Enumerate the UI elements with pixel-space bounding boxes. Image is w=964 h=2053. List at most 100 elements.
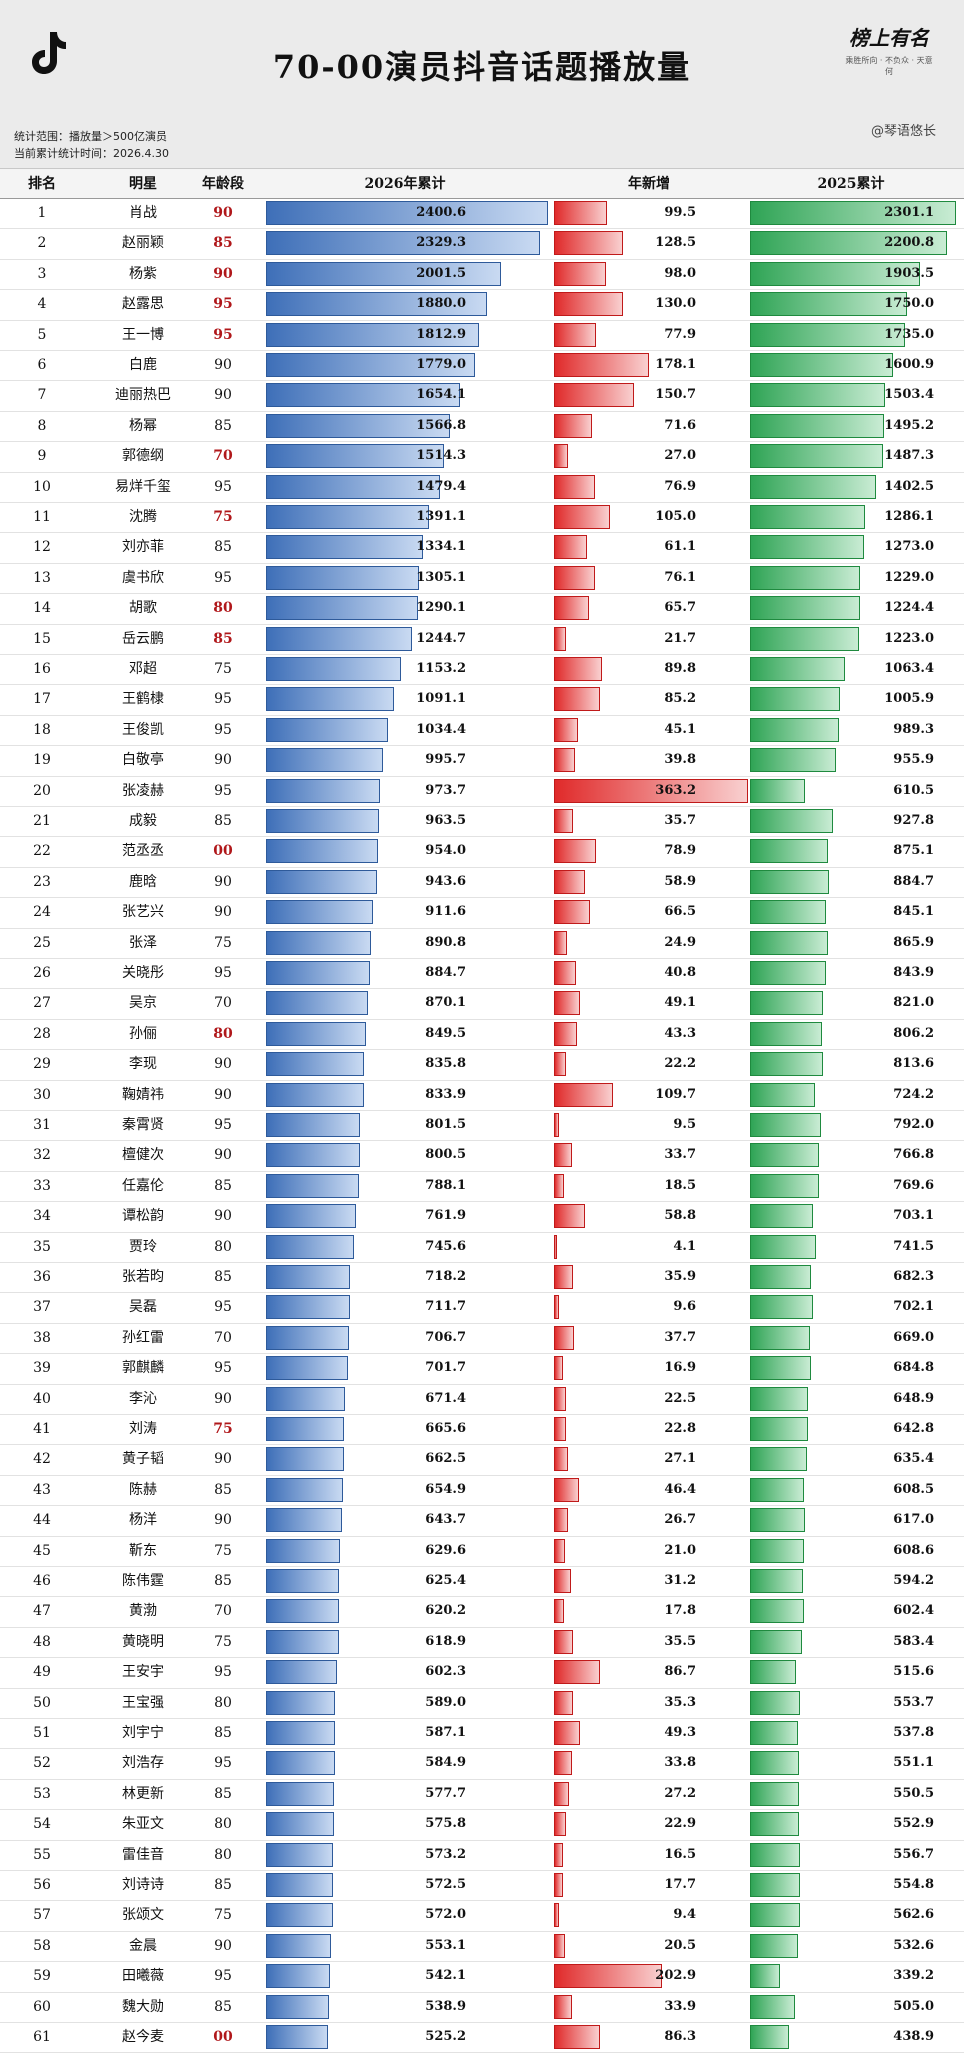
- bar-new: [554, 535, 587, 560]
- label-cum2026: 629.6: [425, 1542, 466, 1558]
- age-cell: 85: [214, 417, 232, 434]
- age-cell: 90: [214, 1390, 232, 1407]
- name-cell: 胡歌: [129, 600, 157, 617]
- bar-cum2025: [750, 1113, 821, 1137]
- label-new: 9.4: [673, 1907, 696, 1923]
- bar-new: [554, 201, 608, 225]
- label-cum2025: 845.1: [893, 904, 934, 920]
- row-separator: [0, 1018, 964, 1020]
- row-separator: [0, 1383, 964, 1385]
- label-cum2026: 1654.1: [416, 387, 466, 403]
- label-cum2025: 821.0: [893, 995, 934, 1011]
- row-separator: [0, 714, 964, 716]
- row-separator: [0, 1231, 964, 1233]
- age-cell: 80: [213, 600, 233, 617]
- bar-cum2026: [266, 1903, 334, 1928]
- name-cell: 肖战: [129, 205, 157, 221]
- age-cell: 85: [214, 539, 232, 556]
- bar-cum2026: [266, 1812, 334, 1837]
- label-new: 18.5: [664, 1177, 696, 1193]
- rank-cell: 18: [33, 721, 51, 738]
- bar-cum2026: [266, 474, 440, 499]
- age-cell: 90: [214, 1056, 232, 1073]
- brand-slogan: 乘胜所向 · 不负众 · 天意何: [845, 56, 933, 76]
- label-new: 76.1: [664, 569, 696, 585]
- label-cum2026: 849.5: [425, 1025, 466, 1041]
- note-time: 当前累计统计时间：2026.4.30: [14, 147, 169, 160]
- row-separator: [0, 1414, 964, 1415]
- age-cell: 75: [213, 509, 233, 525]
- name-cell: 杨紫: [129, 265, 157, 282]
- bar-new: [554, 1021, 578, 1046]
- age-cell: 70: [214, 1603, 232, 1620]
- bar-cum2025: [750, 201, 956, 225]
- label-new: 109.7: [655, 1086, 696, 1102]
- bar-cum2026: [266, 1781, 334, 1806]
- row-separator: [0, 1262, 964, 1263]
- bar-new: [554, 1690, 573, 1715]
- rank-cell: 47: [33, 1603, 51, 1620]
- age-cell: 90: [214, 1208, 232, 1225]
- label-cum2025: 602.4: [893, 1603, 934, 1619]
- rank-cell: 17: [33, 691, 51, 708]
- label-cum2025: 1063.4: [884, 661, 934, 676]
- bar-new: [554, 778, 748, 803]
- label-new: 85.2: [664, 691, 696, 707]
- label-cum2025: 642.8: [893, 1421, 934, 1436]
- row-separator: [0, 1626, 964, 1628]
- name-cell: 陈赫: [129, 1481, 157, 1498]
- row-separator: [0, 289, 964, 291]
- bar-new: [554, 1325, 575, 1350]
- bar-cum2025: [750, 1295, 813, 1320]
- age-cell: 90: [214, 387, 232, 404]
- bar-cum2026: [266, 626, 413, 651]
- bar-new: [554, 1143, 572, 1168]
- rank-cell: 24: [33, 904, 51, 921]
- bar-cum2025: [750, 1599, 804, 1624]
- bar-new: [554, 1660, 601, 1685]
- name-cell: 成毅: [129, 813, 157, 829]
- label-cum2026: 954.0: [425, 843, 466, 859]
- rank-cell: 60: [33, 1998, 51, 2015]
- age-cell: 95: [214, 1117, 232, 1133]
- label-cum2025: 551.1: [893, 1755, 934, 1771]
- bar-cum2025: [750, 1842, 800, 1867]
- bar-cum2026: [266, 505, 430, 529]
- label-new: 128.5: [655, 235, 696, 251]
- rank-cell: 61: [33, 2029, 51, 2045]
- name-cell: 郭麒麟: [122, 1360, 164, 1377]
- rank-cell: 31: [33, 1117, 51, 1133]
- label-new: 35.9: [664, 1269, 696, 1284]
- rank-cell: 2: [37, 235, 47, 252]
- name-cell: 黄子韬: [122, 1451, 164, 1468]
- bar-new: [554, 444, 569, 469]
- row-separator: [0, 988, 964, 990]
- name-cell: 杨幂: [129, 417, 157, 434]
- label-new: 21.7: [664, 630, 696, 646]
- rank-cell: 34: [33, 1208, 51, 1225]
- label-cum2026: 538.9: [425, 1998, 466, 2014]
- label-cum2025: 1223.0: [884, 630, 934, 646]
- bar-cum2026: [266, 413, 451, 438]
- bar-new: [554, 1721, 581, 1745]
- rank-cell: 9: [37, 448, 47, 465]
- rank-cell: 5: [37, 326, 47, 343]
- label-cum2025: 1005.9: [884, 691, 934, 707]
- bar-cum2025: [750, 1629, 803, 1654]
- rank-cell: 50: [33, 1694, 51, 1711]
- bar-cum2026: [266, 1021, 366, 1046]
- bar-new: [554, 1994, 573, 2019]
- bar-cum2025: [750, 991, 824, 1016]
- label-new: 16.5: [664, 1846, 696, 1862]
- name-cell: 张若昀: [122, 1269, 164, 1285]
- bar-new: [554, 1265, 574, 1289]
- bar-cum2025: [750, 657, 846, 681]
- age-cell: 70: [213, 448, 233, 465]
- rank-cell: 39: [33, 1360, 51, 1377]
- label-cum2026: 572.5: [425, 1877, 466, 1892]
- label-cum2026: 654.9: [425, 1481, 466, 1497]
- name-cell: 林更新: [122, 1785, 164, 1802]
- row-separator: [0, 1444, 964, 1446]
- row-separator: [0, 1900, 964, 1902]
- bar-new: [554, 687, 600, 712]
